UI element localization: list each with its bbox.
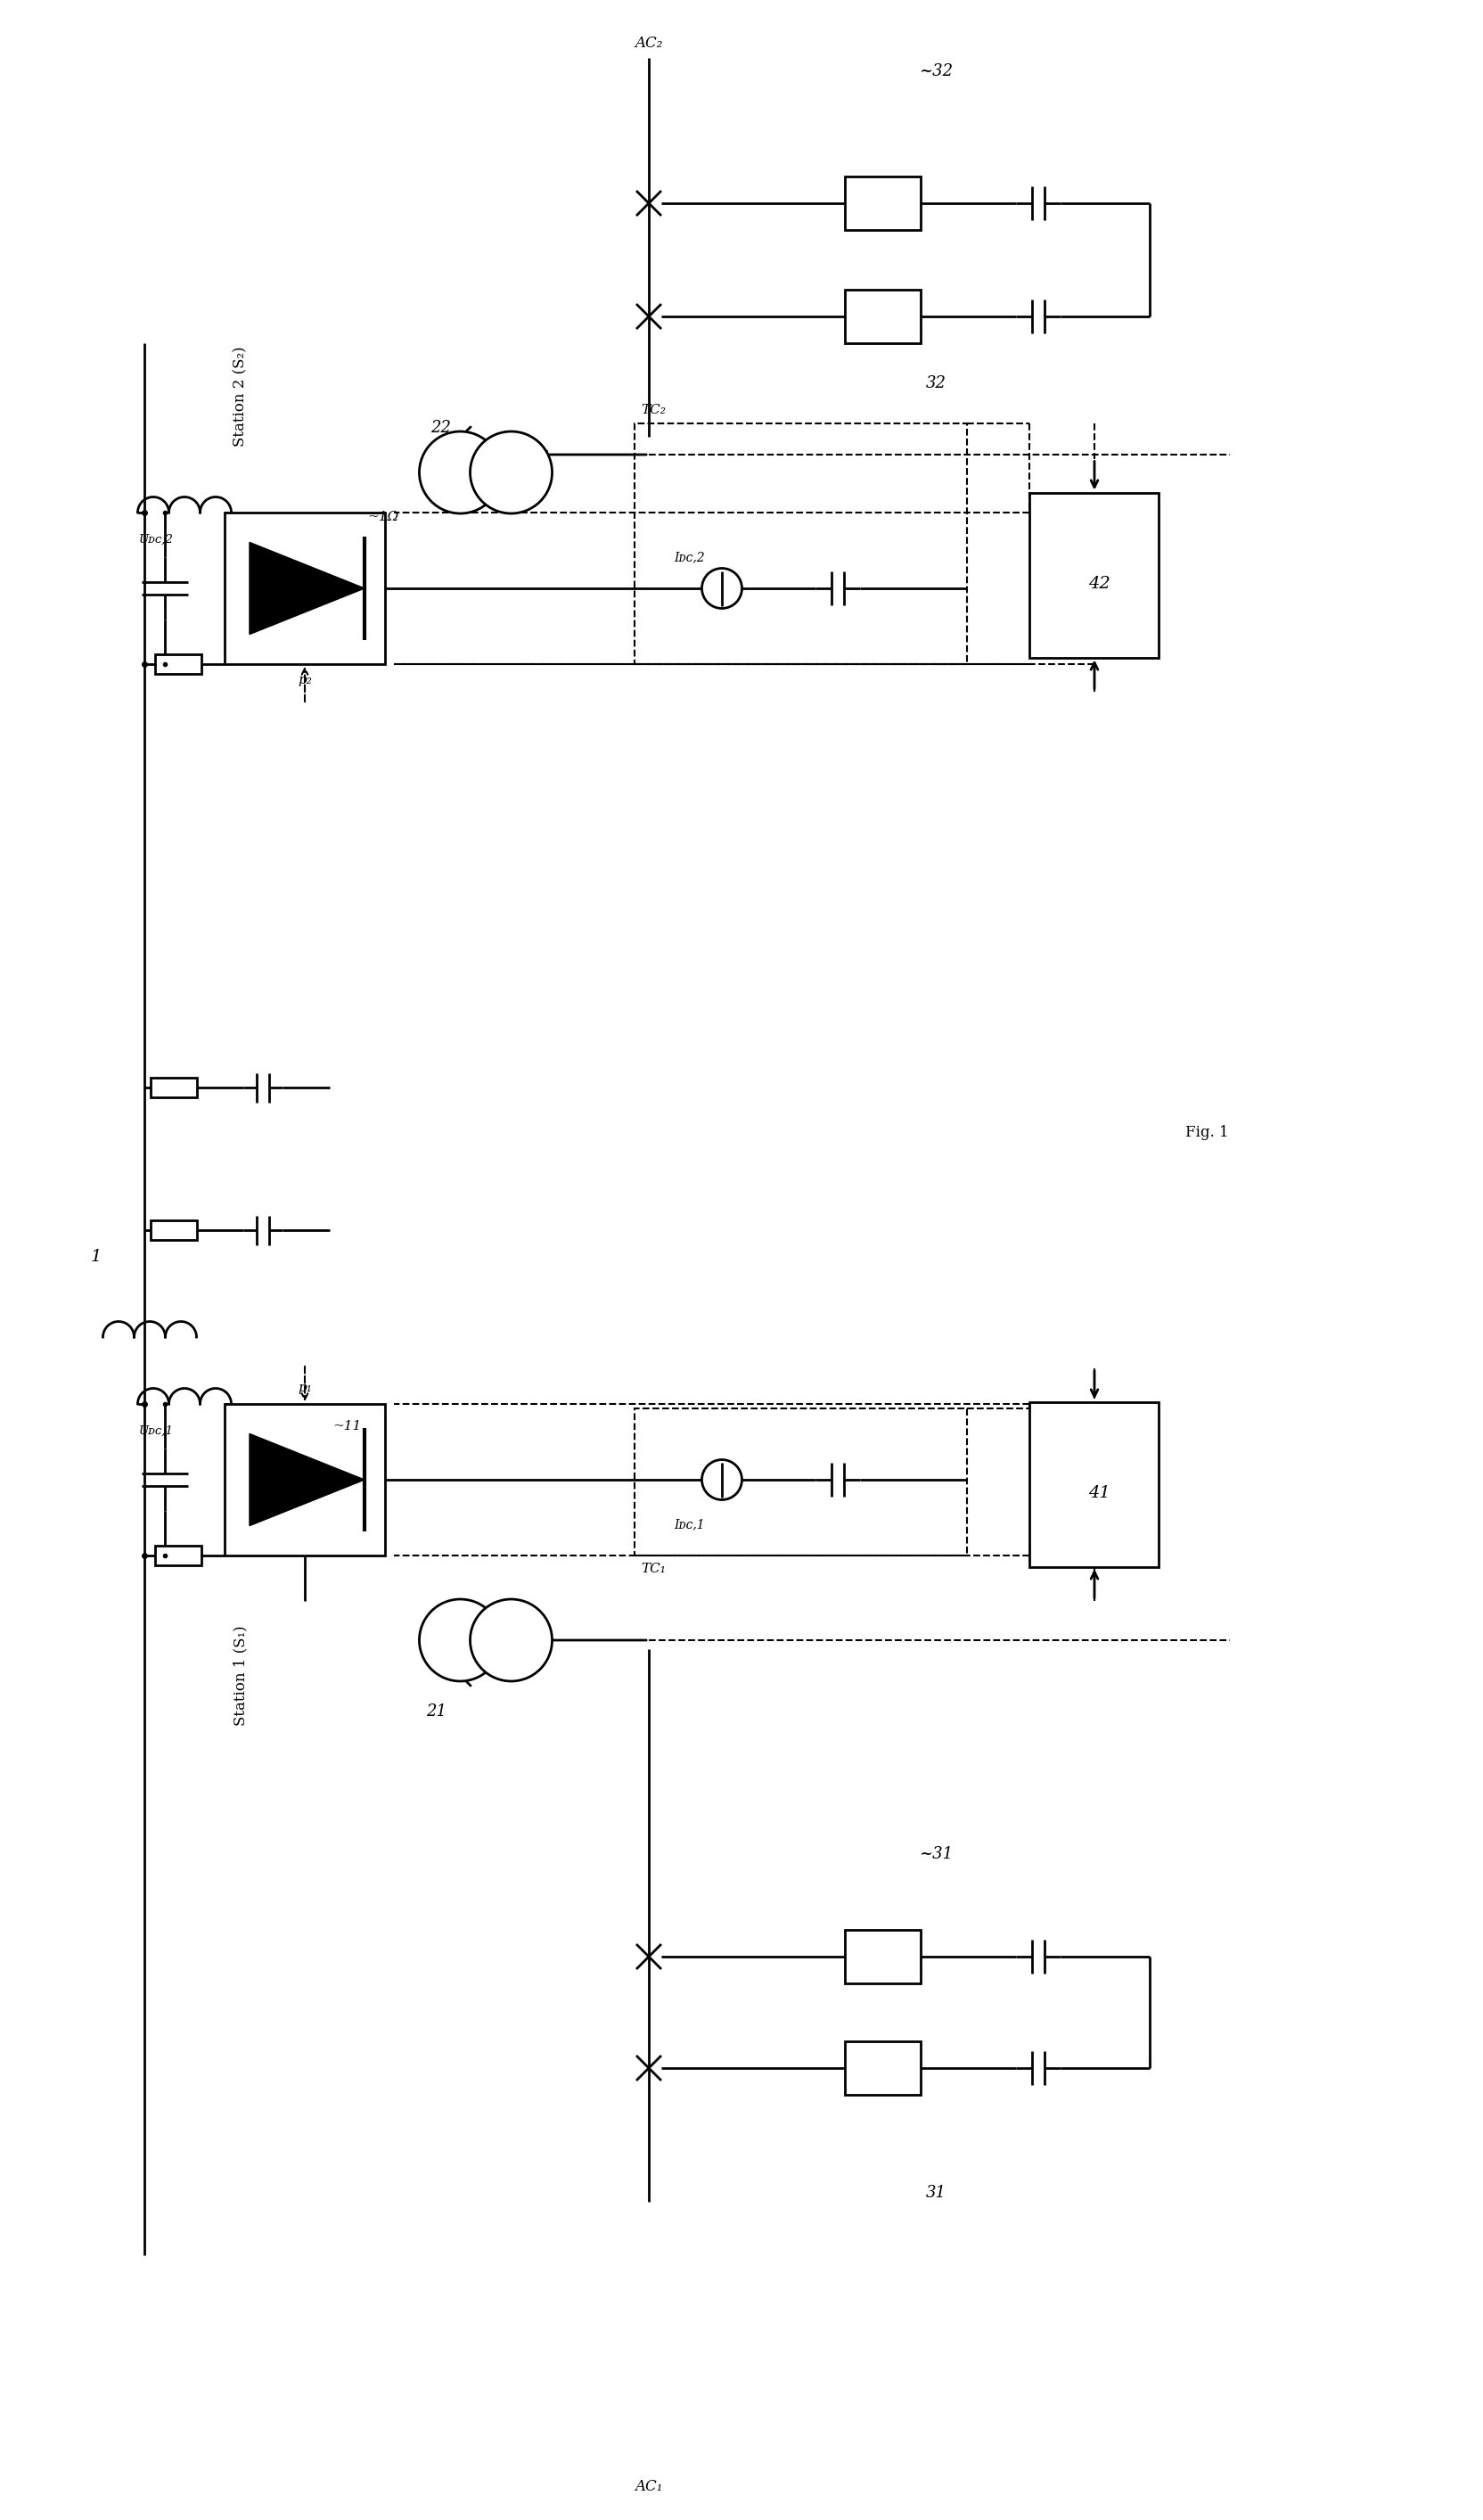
Bar xyxy=(151,1220,197,1240)
Text: AC₁: AC₁ xyxy=(635,2480,663,2495)
Text: TC₂: TC₂ xyxy=(641,403,666,416)
Bar xyxy=(156,655,202,673)
Text: 22: 22 xyxy=(432,421,451,436)
Circle shape xyxy=(420,431,501,514)
Circle shape xyxy=(701,1459,742,1499)
Bar xyxy=(844,176,919,229)
Bar xyxy=(844,290,919,343)
Circle shape xyxy=(470,1600,552,1681)
Circle shape xyxy=(701,570,742,607)
Bar xyxy=(1029,491,1160,658)
Bar xyxy=(224,1404,386,1555)
Bar xyxy=(635,423,967,665)
Text: ~1Ω: ~1Ω xyxy=(368,512,399,524)
Text: Station 2 (S₂): Station 2 (S₂) xyxy=(233,345,248,446)
Text: 1: 1 xyxy=(90,1250,102,1265)
Text: Iᴅᴄ,2: Iᴅᴄ,2 xyxy=(673,552,704,564)
Bar xyxy=(1029,1401,1160,1567)
Circle shape xyxy=(470,431,552,514)
Text: ~11: ~11 xyxy=(334,1419,362,1431)
Polygon shape xyxy=(249,542,365,635)
Text: ~31: ~31 xyxy=(919,1847,952,1862)
Text: p₁: p₁ xyxy=(298,1381,311,1394)
Text: AC₂: AC₂ xyxy=(635,35,663,50)
Bar xyxy=(156,1545,202,1565)
Text: ~32: ~32 xyxy=(919,63,952,78)
Bar xyxy=(635,1409,967,1555)
Bar xyxy=(151,1079,197,1096)
Text: Iᴅᴄ,1: Iᴅᴄ,1 xyxy=(673,1517,704,1530)
Text: 42: 42 xyxy=(1089,577,1109,592)
Polygon shape xyxy=(249,1434,365,1525)
Bar xyxy=(224,512,386,665)
Text: TC₁: TC₁ xyxy=(641,1562,666,1575)
Text: 21: 21 xyxy=(427,1704,446,1719)
Text: 41: 41 xyxy=(1089,1484,1109,1502)
Text: Uᴅᴄ,2: Uᴅᴄ,2 xyxy=(138,534,174,544)
Bar xyxy=(844,1930,919,1983)
Circle shape xyxy=(420,1600,501,1681)
Text: Uᴅᴄ,1: Uᴅᴄ,1 xyxy=(138,1424,174,1436)
Text: p₂: p₂ xyxy=(298,673,311,685)
Bar xyxy=(844,2041,919,2094)
Text: Fig. 1: Fig. 1 xyxy=(1185,1124,1229,1139)
Text: 31: 31 xyxy=(925,2185,946,2200)
Text: 32: 32 xyxy=(925,375,946,391)
Text: Station 1 (S₁): Station 1 (S₁) xyxy=(233,1625,248,1726)
